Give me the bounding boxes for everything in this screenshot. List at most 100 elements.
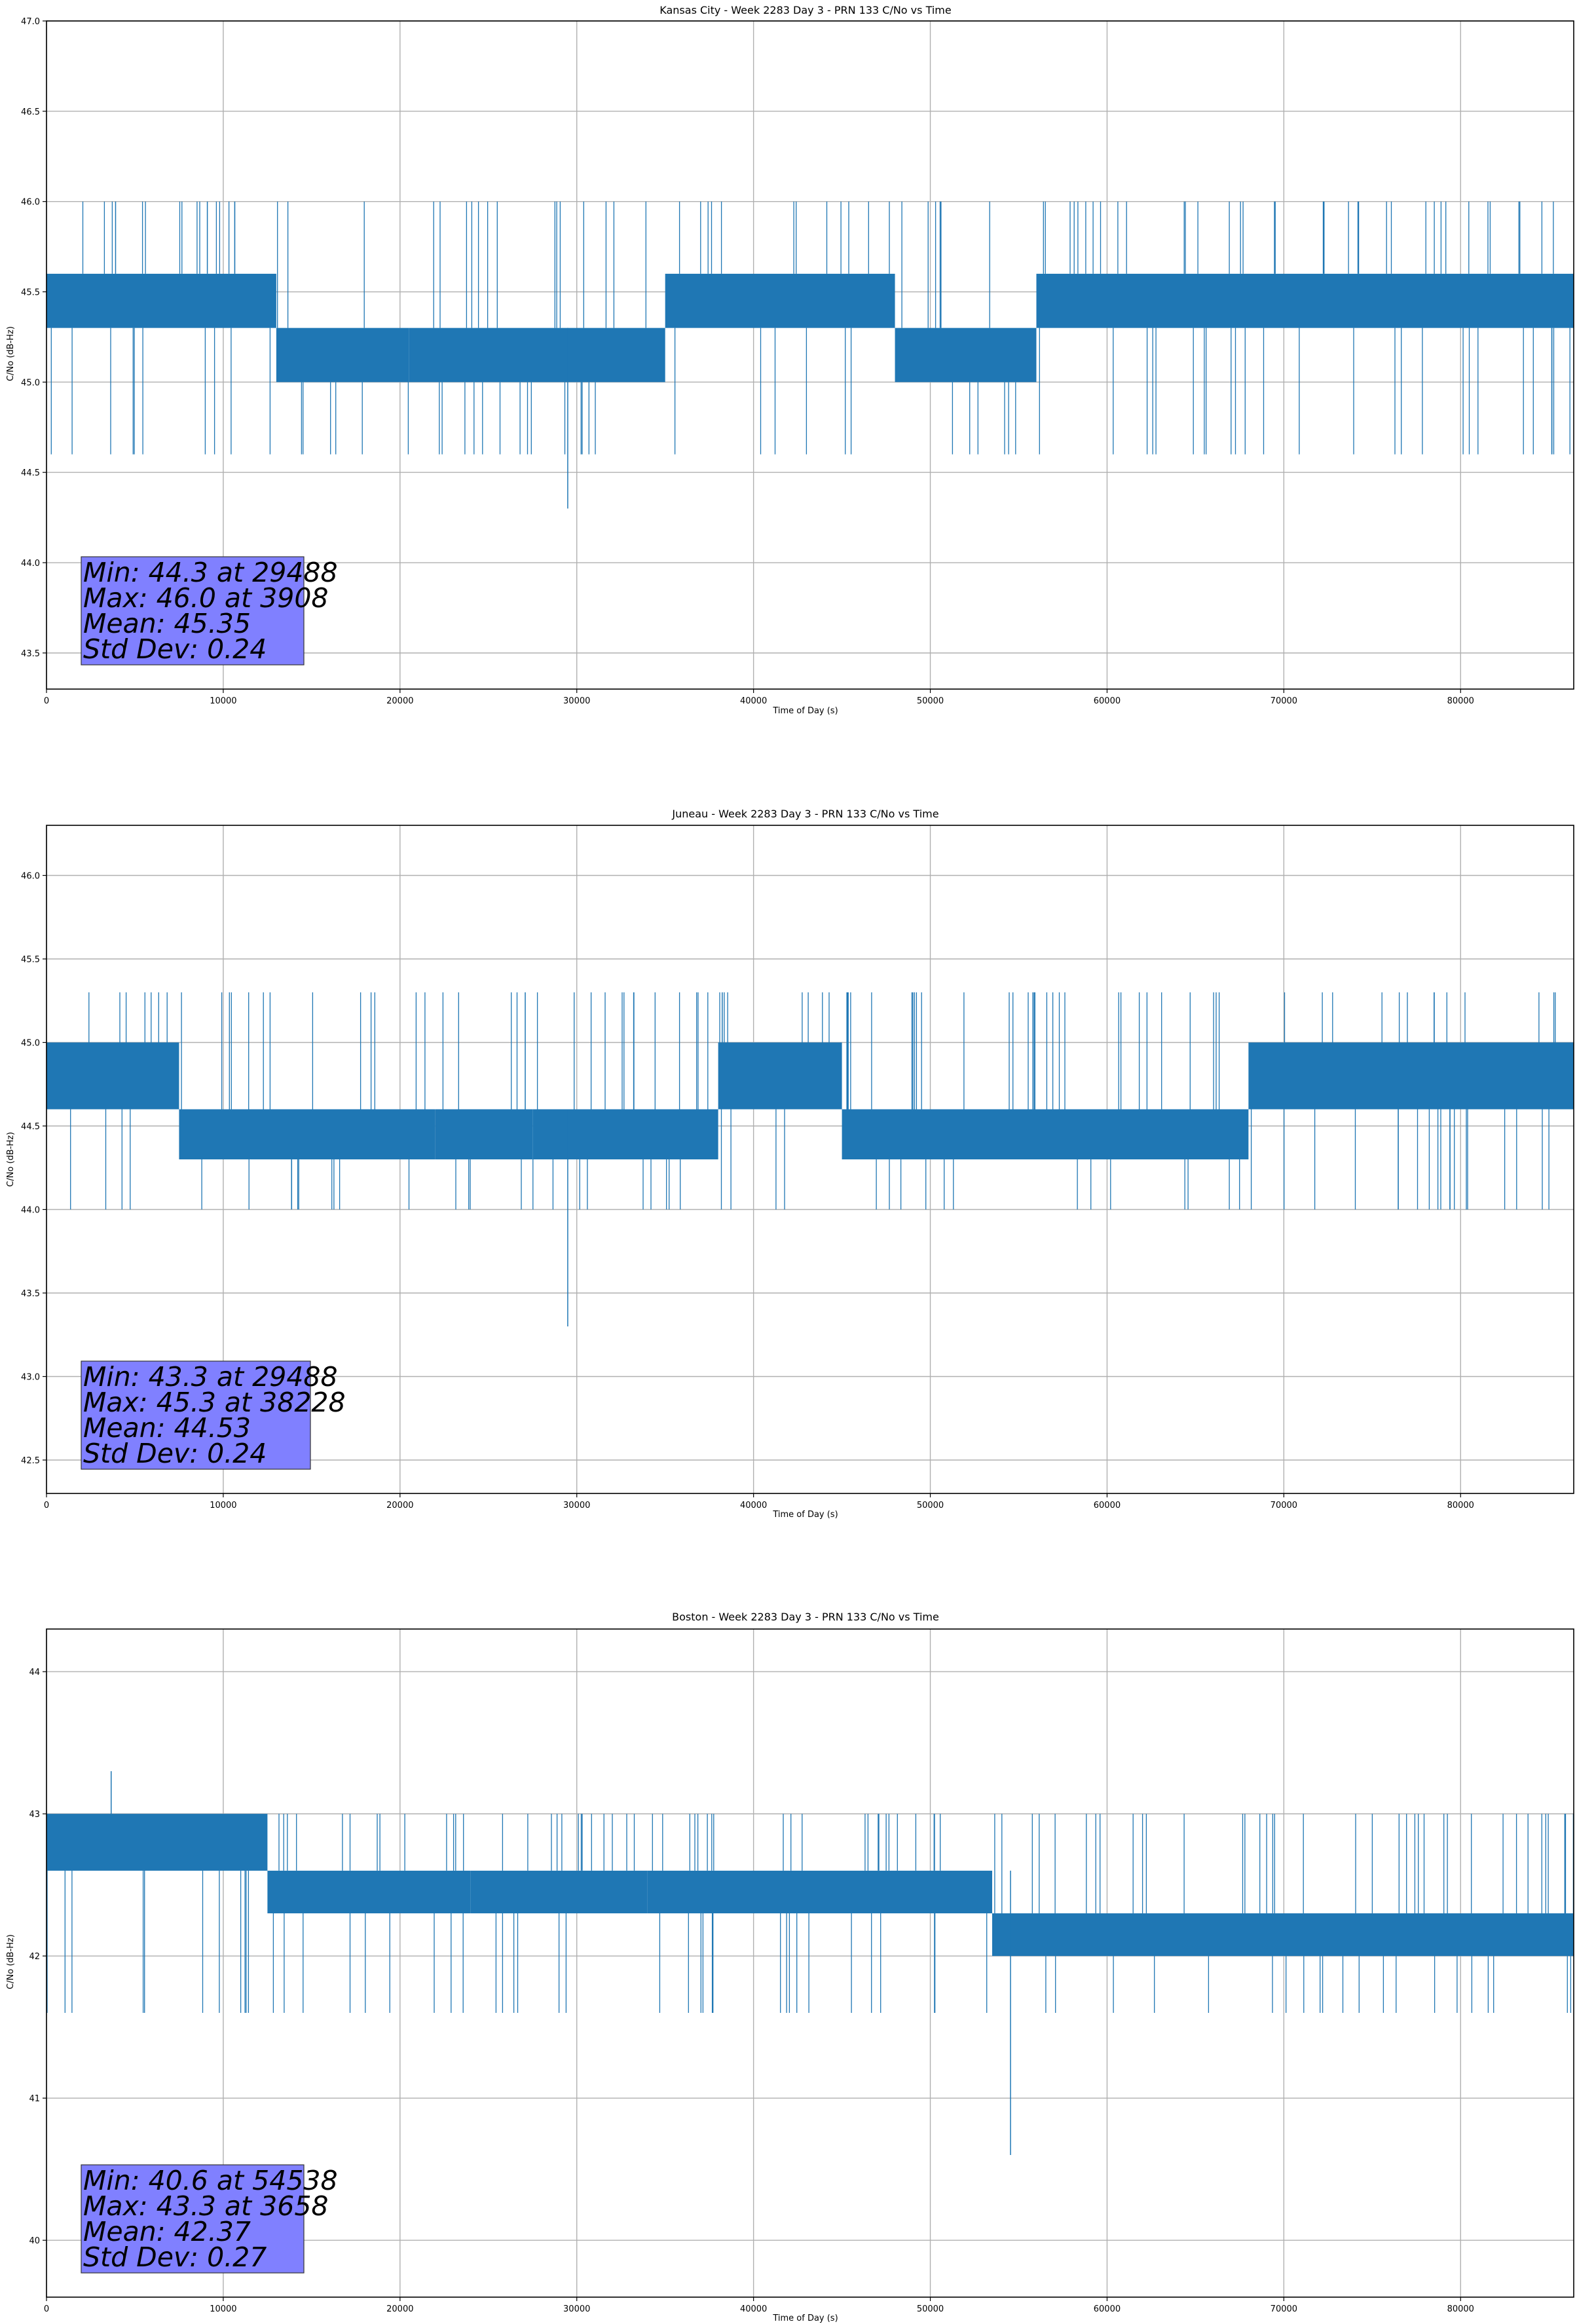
plot-frame	[46, 20, 1574, 690]
x-axis-label: Time of Day (s)	[772, 706, 838, 716]
x-tick-label: 80000	[1447, 2304, 1474, 2314]
stats-mean: Mean: 44.53	[83, 1412, 251, 1444]
stats-box-background	[81, 556, 305, 665]
x-tick-label: 10000	[210, 2304, 236, 2314]
series-band	[1248, 1042, 1574, 1110]
x-tick-label: 20000	[386, 1501, 413, 1510]
stats-max: Max: 43.3 at 3658	[83, 2190, 329, 2222]
y-tick-label: 44.0	[21, 559, 40, 569]
x-tick-label: 0	[44, 1501, 49, 1510]
x-tick-label: 40000	[740, 2304, 767, 2314]
stats-box-background	[81, 1360, 311, 1470]
y-tick-label: 45.0	[21, 378, 40, 388]
x-tick-label: 0	[44, 2304, 49, 2314]
stats-min: Min: 40.6 at 54538	[83, 2165, 338, 2196]
series-band	[409, 328, 665, 383]
x-tick-label: 20000	[386, 696, 413, 706]
series-band	[435, 1109, 533, 1159]
series-band	[267, 1870, 471, 1914]
y-axis-label: C/No (dB-Hz)	[6, 326, 16, 381]
series-band	[665, 273, 895, 328]
stats-std-dev: Std Dev: 0.27	[83, 2241, 267, 2273]
cno-series	[46, 992, 1574, 1326]
y-tick-label: 42.5	[21, 1456, 40, 1466]
stats-box-background	[81, 2164, 305, 2274]
x-tick-label: 60000	[1094, 2304, 1121, 2314]
x-tick-label: 10000	[210, 696, 236, 706]
series-band	[532, 1109, 718, 1159]
y-tick-label: 47.0	[21, 17, 40, 27]
y-tick-label: 43.5	[21, 649, 40, 659]
x-tick-label: 30000	[563, 1501, 590, 1510]
x-tick-label: 40000	[740, 696, 767, 706]
x-tick-label: 50000	[917, 696, 944, 706]
stats-box: Min: 44.3 at 29488 Max: 46.0 at 3908 Mea…	[81, 556, 338, 665]
stats-mean: Mean: 45.35	[83, 608, 251, 639]
x-tick-label: 30000	[563, 2304, 590, 2314]
stats-max: Max: 45.3 at 38228	[83, 1387, 346, 1418]
x-tick-labels: 0 10000 20000 30000 40000 50000 60000 70000 8000…	[44, 689, 1474, 706]
series-band	[179, 1109, 436, 1159]
stats-std-dev: Std Dev: 0.24	[83, 1438, 267, 1469]
series-spikes	[50, 201, 1570, 455]
kansas-city-panel: Kansas City - Week 2283 Day 3 - PRN 133 …	[6, 4, 1574, 716]
y-axis-label: C/No (dB-Hz)	[6, 1132, 16, 1187]
series-band	[647, 1870, 993, 1914]
stats-box: Min: 43.3 at 29488 Max: 45.3 at 38228 Me…	[81, 1360, 346, 1470]
y-tick-label: 45.5	[21, 955, 40, 965]
y-tick-label: 43	[29, 1810, 40, 1820]
y-tick-label: 44	[29, 1668, 40, 1677]
stats-mean: Mean: 42.37	[83, 2216, 251, 2247]
x-tick-label: 80000	[1447, 696, 1474, 706]
chart-title: Juneau - Week 2283 Day 3 - PRN 133 C/No …	[671, 808, 938, 820]
stats-max: Max: 46.0 at 3908	[83, 582, 329, 614]
x-tick-label: 70000	[1271, 1501, 1297, 1510]
series-band	[718, 1042, 842, 1110]
x-tick-label: 60000	[1094, 1501, 1121, 1510]
plot-frame	[46, 1628, 1574, 2298]
y-tick-labels: 40 41 42 43 44	[29, 1668, 46, 2246]
x-tick-label: 50000	[917, 1501, 944, 1510]
x-tick-label: 0	[44, 696, 49, 706]
x-tick-label: 70000	[1271, 696, 1297, 706]
series-band	[46, 1814, 268, 1871]
y-tick-labels: 42.5 43.0 43.5 44.0 44.5 45.0 45.5 46.0	[21, 872, 46, 1466]
y-tick-label: 45.0	[21, 1039, 40, 1049]
stats-min: Min: 43.3 at 29488	[83, 1361, 338, 1393]
series-band	[470, 1870, 648, 1914]
x-axis-label: Time of Day (s)	[772, 1510, 838, 1520]
x-tick-label: 70000	[1271, 2304, 1297, 2314]
chart-title: Boston - Week 2283 Day 3 - PRN 133 C/No …	[672, 1611, 939, 1623]
cno-series	[46, 1771, 1574, 2155]
x-tick-labels: 0 10000 20000 30000 40000 50000 60000 70000 8000…	[44, 1493, 1474, 1510]
x-tick-label: 50000	[917, 2304, 944, 2314]
x-tick-labels: 0 10000 20000 30000 40000 50000 60000 70000 8000…	[44, 2297, 1474, 2314]
y-tick-label: 46.0	[21, 198, 40, 208]
series-band	[276, 328, 409, 383]
juneau-panel: Juneau - Week 2283 Day 3 - PRN 133 C/No …	[6, 808, 1574, 1520]
y-tick-labels: 43.5 44.0 44.5 45.0 45.5 46.0 46.5 47.0	[21, 17, 46, 659]
x-tick-label: 20000	[386, 2304, 413, 2314]
y-tick-label: 43.5	[21, 1289, 40, 1299]
series-band	[842, 1109, 1249, 1159]
y-tick-label: 40	[29, 2236, 40, 2246]
x-tick-label: 30000	[563, 696, 590, 706]
y-tick-label: 43.0	[21, 1373, 40, 1383]
x-axis-label: Time of Day (s)	[772, 2314, 838, 2323]
y-tick-label: 42	[29, 1952, 40, 1962]
boston-panel: Boston - Week 2283 Day 3 - PRN 133 C/No …	[6, 1611, 1574, 2323]
stats-min: Min: 44.3 at 29488	[83, 557, 338, 588]
series-band	[46, 273, 276, 328]
series-band	[46, 1042, 179, 1110]
series-band	[992, 1913, 1574, 1957]
chart-title: Kansas City - Week 2283 Day 3 - PRN 133 …	[659, 4, 951, 16]
cno-series	[46, 201, 1574, 509]
y-tick-label: 41	[29, 2094, 40, 2104]
y-tick-label: 46.5	[21, 107, 40, 117]
y-tick-label: 44.5	[21, 1122, 40, 1132]
x-tick-label: 60000	[1094, 696, 1121, 706]
stats-box: Min: 40.6 at 54538 Max: 43.3 at 3658 Mea…	[81, 2164, 338, 2274]
series-spikes	[70, 992, 1556, 1210]
y-tick-label: 44.0	[21, 1206, 40, 1216]
